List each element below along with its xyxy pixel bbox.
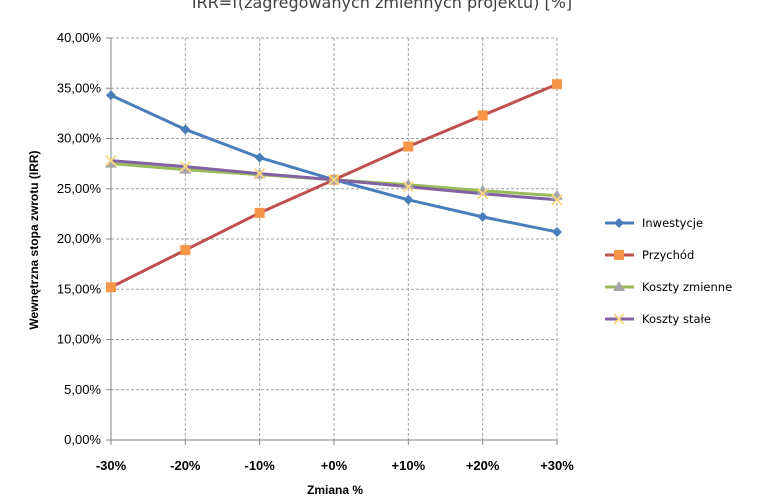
axes: 0,00% 5,00% 10,00% 15,00% 20,00% 25,00% 30,00%… — [57, 30, 574, 473]
y-axis-label: Wewnętrzna stopa zwrotu (IRR) — [27, 150, 41, 329]
legend: Inwestycje Przychód Koszty zmienne Koszty s… — [605, 216, 732, 326]
data-point-koszty-zmienne — [476, 184, 489, 195]
gridlines — [111, 37, 558, 440]
data-point-inwestycje — [180, 124, 191, 135]
x-tick-label: +20% — [466, 458, 500, 473]
y-tick-label: 15,00% — [57, 281, 102, 296]
legend-label-koszty-stale: Koszty stałe — [642, 312, 711, 326]
legend-marker-koszty-zmienne — [613, 281, 625, 291]
y-tick-label: 25,00% — [57, 181, 102, 196]
data-point-koszty-zmienne — [179, 163, 192, 174]
data-point-przychod — [403, 141, 414, 152]
data-point-koszty-stale — [551, 194, 563, 206]
y-tick-label: 20,00% — [57, 231, 102, 246]
legend-marker-inwestycje — [614, 218, 624, 228]
data-point-inwestycje — [403, 194, 414, 205]
x-axis-label: Zmiana % — [307, 483, 363, 496]
data-point-koszty-stale — [328, 174, 340, 186]
legend-label-inwestycje: Inwestycje — [642, 216, 703, 230]
data-point-inwestycje — [477, 211, 488, 222]
data-point-koszty-stale — [105, 154, 117, 167]
y-tick-label: 40,00% — [57, 30, 102, 45]
data-point-przychod — [106, 282, 116, 293]
y-tick-label: 30,00% — [57, 131, 102, 146]
y-tick-label: 10,00% — [57, 332, 102, 347]
legend-label-koszty-zmienne: Koszty zmienne — [642, 280, 732, 294]
x-tick-label: +0% — [321, 458, 348, 473]
data-point-koszty-stale — [179, 161, 191, 173]
data-point-przychod — [254, 207, 265, 218]
series-markers — [105, 79, 563, 293]
y-tick-label: 35,00% — [57, 80, 102, 95]
legend-marker-koszty-stale — [613, 313, 625, 325]
data-point-inwestycje — [254, 152, 265, 163]
legend-label-przychod: Przychód — [642, 248, 694, 262]
x-tick-label: -20% — [170, 458, 201, 473]
y-tick-label: 5,00% — [64, 382, 101, 397]
data-point-koszty-stale — [254, 168, 266, 180]
y-tick-label: 0,00% — [64, 432, 101, 447]
x-tick-label: +10% — [392, 458, 426, 473]
data-point-koszty-stale — [477, 188, 489, 200]
data-point-przychod — [180, 245, 191, 256]
chart-title: IRR=f(zagregowanych zmiennych projektu) … — [192, 0, 572, 12]
x-tick-label: -10% — [244, 458, 275, 473]
data-point-inwestycje — [552, 226, 562, 237]
data-point-przychod — [477, 110, 488, 121]
data-point-koszty-stale — [402, 181, 414, 193]
legend-marker-przychod — [614, 250, 624, 260]
data-point-koszty-zmienne — [402, 178, 415, 189]
x-tick-label: +30% — [540, 458, 574, 473]
x-tick-label: -30% — [96, 458, 127, 473]
data-point-koszty-zmienne — [105, 157, 117, 168]
data-point-przychod — [552, 79, 562, 90]
data-point-inwestycje — [106, 90, 116, 101]
